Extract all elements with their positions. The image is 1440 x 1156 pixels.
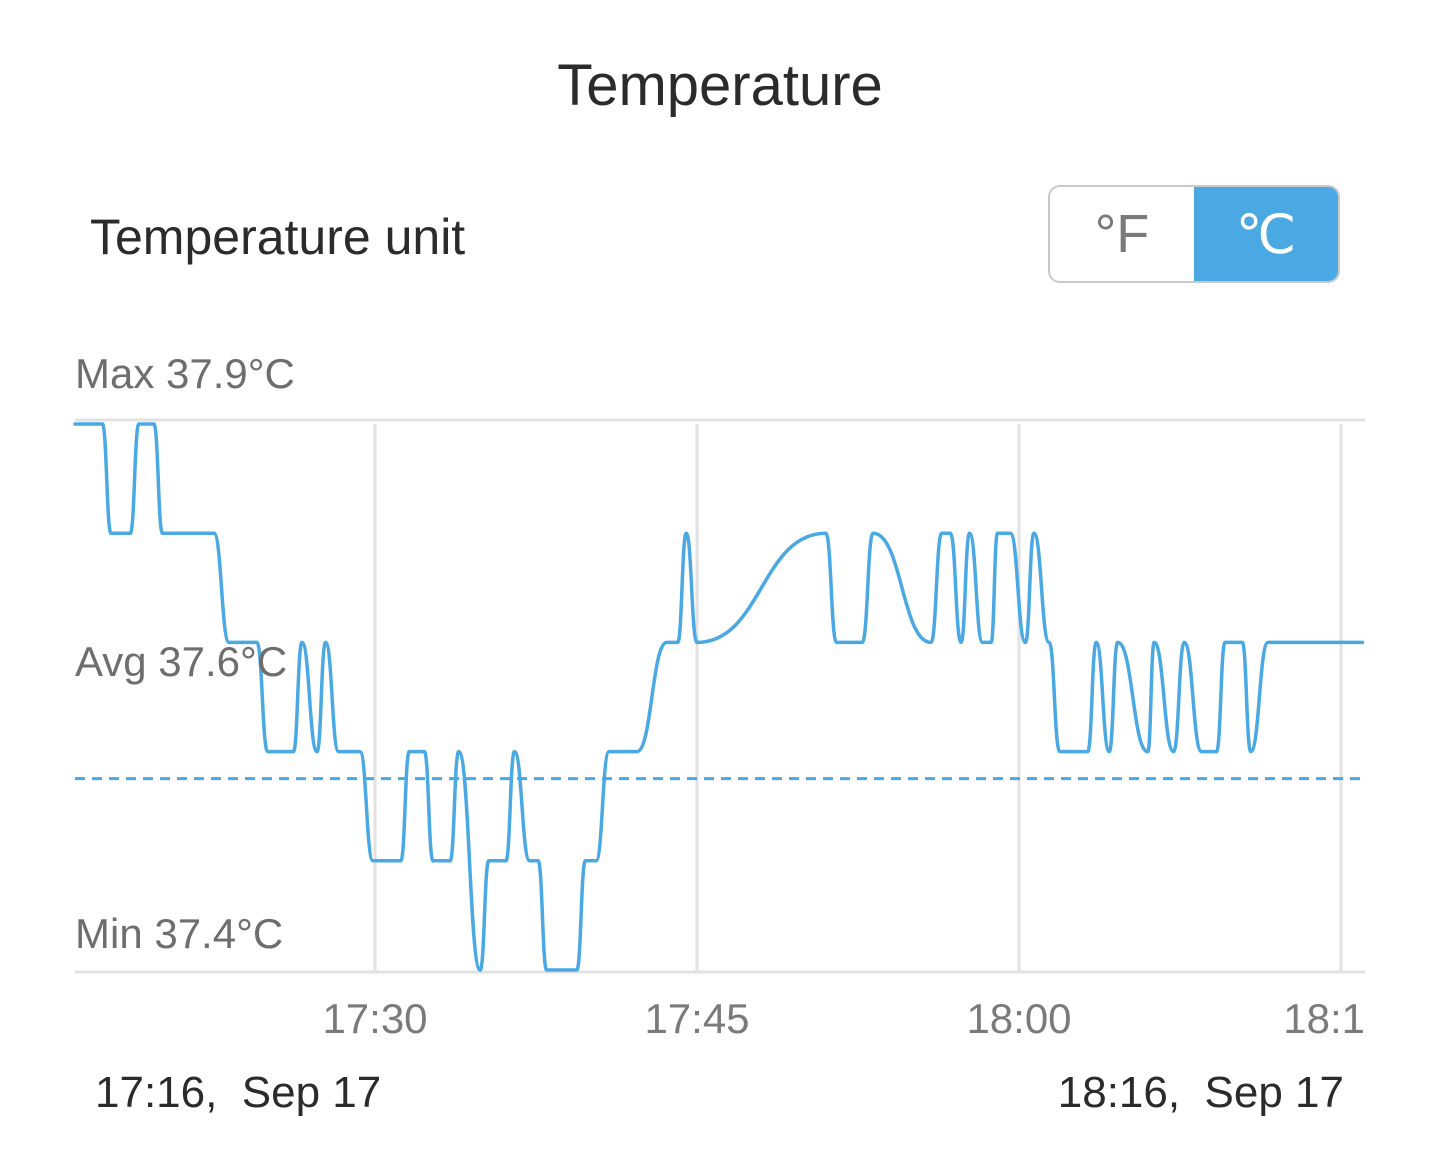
x-tick-label: 17:45 (644, 995, 750, 1042)
celsius-option[interactable]: ℃ (1194, 187, 1338, 281)
page-title: Temperature (557, 53, 883, 118)
x-tick-label: 18:1 (1283, 995, 1365, 1042)
temperature-unit-toggle[interactable]: °F ℃ (1048, 185, 1340, 283)
avg-temperature-label: Avg 37.6°C (75, 638, 288, 685)
min-temperature-label: Min 37.4°C (75, 910, 284, 957)
x-tick-label: 18:00 (966, 995, 1072, 1042)
x-tick-label: 17:30 (322, 995, 428, 1042)
max-temperature-label: Max 37.9°C (75, 350, 295, 397)
range-start-time: 17:16, Sep 17 (95, 1068, 382, 1117)
temperature-series-line (73, 422, 1365, 972)
temperature-unit-label: Temperature unit (90, 209, 466, 265)
range-end-time: 18:16, Sep 17 (1057, 1068, 1344, 1117)
fahrenheit-option[interactable]: °F (1094, 204, 1150, 264)
